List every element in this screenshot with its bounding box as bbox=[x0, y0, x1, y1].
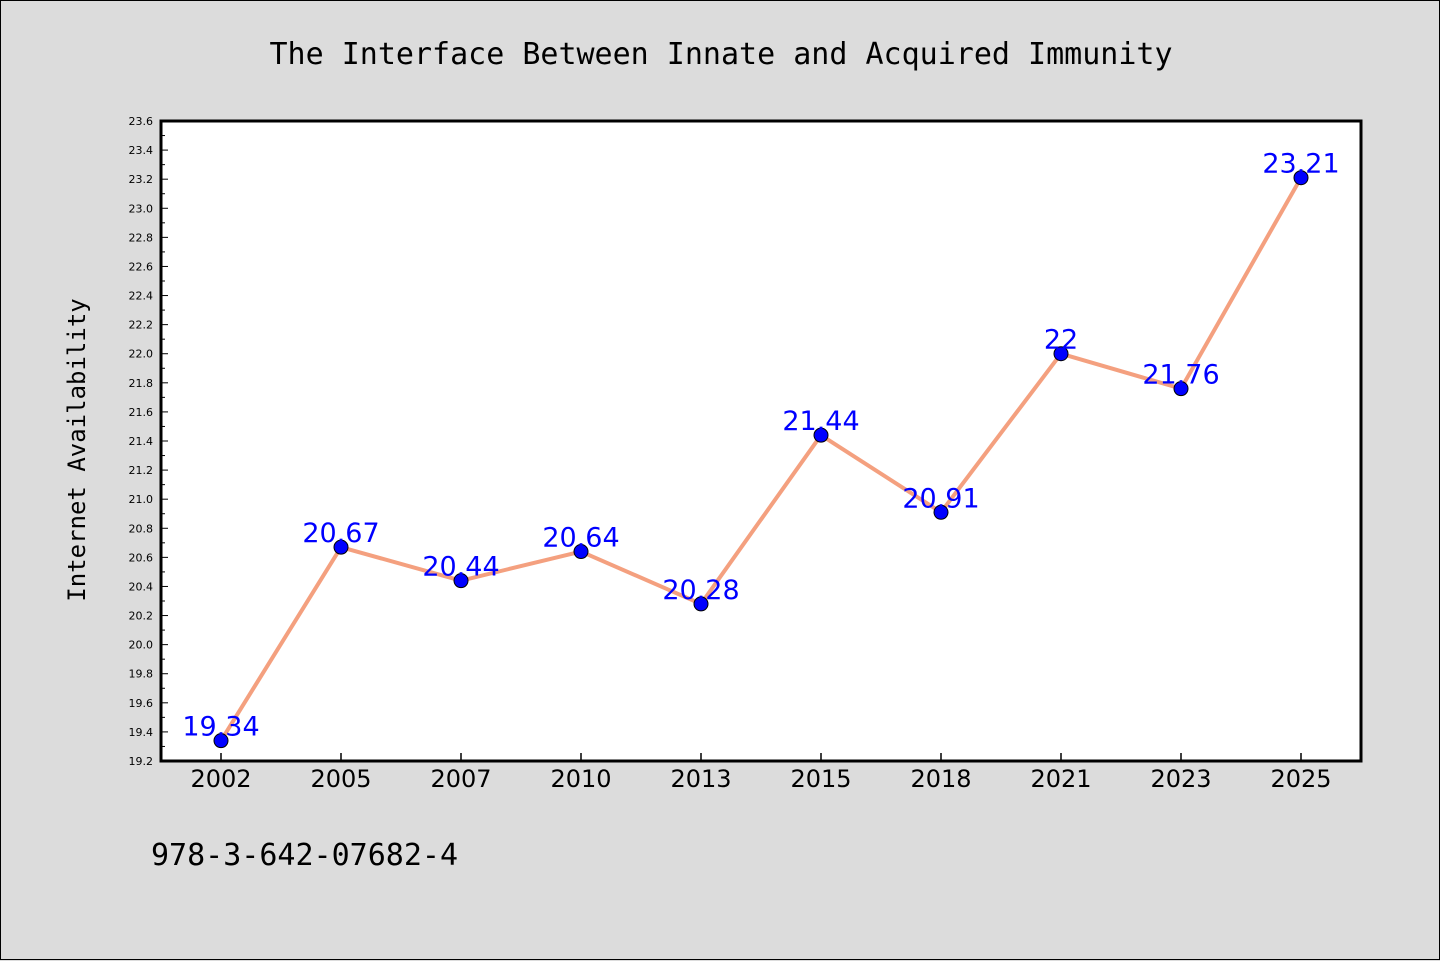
axis-ticks: 19.2 19.4 19.6 19.8 20.0 20.2 20.4 20.6 20.8 21.0… bbox=[129, 115, 1332, 793]
x-tick-label: 2007 bbox=[430, 765, 491, 793]
y-tick-label: 19.2 bbox=[129, 755, 154, 768]
y-tick-label: 19.8 bbox=[129, 668, 154, 681]
data-label-2021: 22 bbox=[1044, 325, 1078, 356]
y-tick-label: 23.6 bbox=[129, 115, 154, 128]
data-label-2023: 21.76 bbox=[1142, 360, 1219, 391]
data-label-2013: 20.28 bbox=[662, 575, 739, 606]
series-line bbox=[219, 175, 1303, 743]
data-label-2015: 21.44 bbox=[782, 406, 859, 437]
data-point-2023 bbox=[1173, 381, 1189, 397]
y-tick-label: 20.6 bbox=[129, 551, 154, 564]
x-tick-label: 2002 bbox=[190, 765, 251, 793]
y-axis-label: Internet Availability bbox=[63, 298, 91, 601]
data-label-2025: 23.21 bbox=[1262, 149, 1339, 180]
y-tick-label: 23.4 bbox=[129, 144, 154, 157]
y-tick-label: 21.2 bbox=[129, 464, 154, 477]
x-tick-label: 2015 bbox=[790, 765, 851, 793]
x-tick-label: 2013 bbox=[670, 765, 731, 793]
series-layer: 19.34 20.67 20.44 20.64 20.28 21.44 20.91 22 21.… bbox=[182, 149, 1340, 749]
y-tick-label: 22.2 bbox=[129, 319, 154, 332]
data-point-2010 bbox=[573, 544, 589, 560]
isbn-footer: 978-3-642-07682-4 bbox=[151, 838, 458, 873]
y-tick-label: 22.0 bbox=[129, 348, 154, 361]
x-tick-label: 2018 bbox=[910, 765, 971, 793]
x-tick-label: 2021 bbox=[1030, 765, 1091, 793]
data-label-2018: 20.91 bbox=[902, 483, 979, 514]
y-tick-label: 19.6 bbox=[129, 697, 154, 710]
data-point-2018 bbox=[933, 504, 949, 520]
y-tick-label: 22.8 bbox=[129, 231, 154, 244]
plot-border bbox=[159, 119, 1363, 763]
plot-area bbox=[161, 121, 1361, 761]
y-tick-label: 21.4 bbox=[129, 435, 154, 448]
data-point-2013 bbox=[693, 596, 709, 612]
y-tick-label: 20.4 bbox=[129, 580, 154, 593]
y-tick-label: 23.2 bbox=[129, 173, 154, 186]
data-point-2007 bbox=[453, 573, 469, 589]
x-tick-label: 2010 bbox=[550, 765, 611, 793]
x-tick-label: 2005 bbox=[310, 765, 371, 793]
x-tick-label: 2025 bbox=[1270, 765, 1331, 793]
data-label-2005: 20.67 bbox=[302, 518, 379, 549]
data-label-2007: 20.44 bbox=[422, 552, 499, 583]
data-point-2015 bbox=[813, 427, 829, 443]
y-tick-label: 20.8 bbox=[129, 522, 154, 535]
y-tick-label: 21.6 bbox=[129, 406, 154, 419]
data-point-2005 bbox=[333, 539, 349, 555]
y-tick-label: 21.8 bbox=[129, 377, 154, 390]
y-tick-label: 23.0 bbox=[129, 202, 154, 215]
y-tick-label: 22.6 bbox=[129, 260, 154, 273]
y-tick-label: 20.0 bbox=[129, 639, 154, 652]
y-tick-label: 19.4 bbox=[129, 726, 154, 739]
y-tick-label: 22.4 bbox=[129, 290, 154, 303]
chart-title: The Interface Between Innate and Acquire… bbox=[269, 37, 1172, 72]
data-point-2025 bbox=[1293, 170, 1309, 186]
data-label-2010: 20.64 bbox=[542, 523, 619, 554]
data-point-2021 bbox=[1053, 346, 1069, 362]
data-point-2002 bbox=[213, 733, 229, 749]
y-tick-label: 20.2 bbox=[129, 610, 154, 623]
data-label-2002: 19.34 bbox=[182, 712, 259, 743]
x-tick-label: 2023 bbox=[1150, 765, 1211, 793]
y-tick-label: 21.0 bbox=[129, 493, 154, 506]
